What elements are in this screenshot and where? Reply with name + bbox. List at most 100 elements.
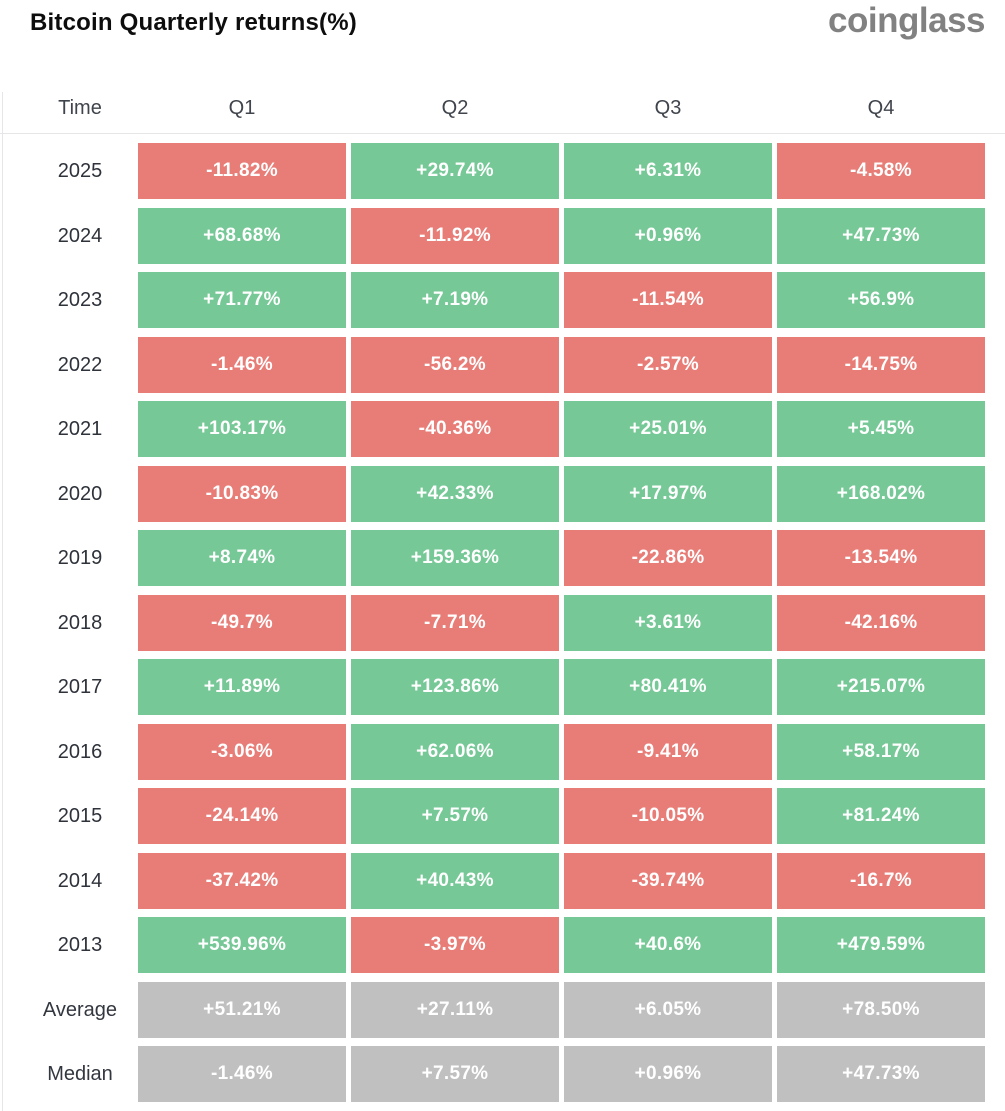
value-cell: +0.96% — [564, 207, 772, 264]
table-row-average: Average +51.21% +27.11% +6.05% +78.50% — [0, 981, 985, 1038]
value-cell: -10.05% — [564, 788, 772, 844]
row-label: 2019 — [57, 547, 103, 569]
value-cell: -7.71% — [351, 594, 559, 651]
value-cell: -10.83% — [138, 465, 346, 522]
row-label: 2022 — [57, 353, 103, 376]
column-header-time: Time — [58, 97, 102, 119]
column-header-q1: Q1 — [228, 97, 256, 119]
value-cell: +0.96% — [564, 1046, 772, 1102]
value-cell: -1.46% — [138, 336, 346, 393]
value-cell: +215.07% — [777, 659, 985, 715]
value-cell: -24.14% — [138, 788, 346, 844]
header-divider-line — [0, 133, 1005, 134]
row-label: 2025 — [57, 160, 103, 182]
value-cell: -56.2% — [351, 336, 559, 393]
table-row-2022: 2022 -1.46% -56.2% -2.57% -14.75% — [0, 336, 985, 393]
table-row-2021: 2021 +103.17% -40.36% +25.01% +5.45% — [0, 401, 985, 457]
left-axis-line — [2, 92, 3, 1111]
value-cell: +29.74% — [351, 143, 559, 199]
row-label: 2015 — [57, 805, 103, 827]
value-cell: +58.17% — [777, 723, 985, 780]
table-row-2015: 2015 -24.14% +7.57% -10.05% +81.24% — [0, 788, 985, 844]
value-cell: -4.58% — [777, 143, 985, 199]
value-cell: -3.97% — [351, 917, 559, 973]
row-label: 2016 — [57, 740, 103, 763]
table-row-2018: 2018 -49.7% -7.71% +3.61% -42.16% — [0, 594, 985, 651]
value-cell: -22.86% — [564, 530, 772, 586]
value-cell: -11.82% — [138, 143, 346, 199]
row-label: Median — [47, 1063, 113, 1085]
value-cell: -11.54% — [564, 272, 772, 328]
value-cell: +25.01% — [564, 401, 772, 457]
value-cell: +5.45% — [777, 401, 985, 457]
table-row-2016: 2016 -3.06% +62.06% -9.41% +58.17% — [0, 723, 985, 780]
column-header-row: Time Q1 Q2 Q3 Q4 — [0, 88, 985, 128]
value-cell: +168.02% — [777, 465, 985, 522]
value-cell: +78.50% — [777, 981, 985, 1038]
row-label: 2024 — [57, 224, 103, 247]
value-cell: -49.7% — [138, 594, 346, 651]
table-row-2019: 2019 +8.74% +159.36% -22.86% -13.54% — [0, 530, 985, 586]
row-label: 2018 — [57, 611, 103, 634]
value-cell: +159.36% — [351, 530, 559, 586]
row-label: 2021 — [57, 418, 103, 440]
value-cell: -1.46% — [138, 1046, 346, 1102]
table-body: 2025 -11.82% +29.74% +6.31% -4.58% 2024 +68.68… — [0, 143, 985, 1102]
table-row-2020: 2020 -10.83% +42.33% +17.97% +168.02% — [0, 465, 985, 522]
value-cell: +7.19% — [351, 272, 559, 328]
value-cell: -3.06% — [138, 723, 346, 780]
row-label: 2013 — [57, 934, 103, 956]
table-row-2024: 2024 +68.68% -11.92% +0.96% +47.73% — [0, 207, 985, 264]
value-cell: -2.57% — [564, 336, 772, 393]
value-cell: +6.31% — [564, 143, 772, 199]
table-row-2014: 2014 -37.42% +40.43% -39.74% -16.7% — [0, 852, 985, 909]
value-cell: +68.68% — [138, 207, 346, 264]
column-header-q4: Q4 — [867, 97, 895, 119]
value-cell: -16.7% — [777, 852, 985, 909]
table-row-median: Median -1.46% +7.57% +0.96% +47.73% — [0, 1046, 985, 1102]
value-cell: +62.06% — [351, 723, 559, 780]
value-cell: +11.89% — [138, 659, 346, 715]
value-cell: -14.75% — [777, 336, 985, 393]
value-cell: +103.17% — [138, 401, 346, 457]
row-label: 2023 — [57, 289, 103, 311]
value-cell: +40.6% — [564, 917, 772, 973]
value-cell: +40.43% — [351, 852, 559, 909]
value-cell: -39.74% — [564, 852, 772, 909]
value-cell: -13.54% — [777, 530, 985, 586]
value-cell: +51.21% — [138, 981, 346, 1038]
value-cell: +80.41% — [564, 659, 772, 715]
value-cell: +123.86% — [351, 659, 559, 715]
row-label: 2020 — [57, 482, 103, 505]
value-cell: +71.77% — [138, 272, 346, 328]
value-cell: +479.59% — [777, 917, 985, 973]
value-cell: +56.9% — [777, 272, 985, 328]
value-cell: +81.24% — [777, 788, 985, 844]
value-cell: -40.36% — [351, 401, 559, 457]
value-cell: -9.41% — [564, 723, 772, 780]
row-label: 2014 — [57, 869, 103, 892]
value-cell: +47.73% — [777, 1046, 985, 1102]
value-cell: +6.05% — [564, 981, 772, 1038]
row-label: 2017 — [57, 676, 103, 698]
value-cell: +7.57% — [351, 788, 559, 844]
table-row-2013: 2013 +539.96% -3.97% +40.6% +479.59% — [0, 917, 985, 973]
table-row-2025: 2025 -11.82% +29.74% +6.31% -4.58% — [0, 143, 985, 199]
value-cell: +8.74% — [138, 530, 346, 586]
value-cell: -11.92% — [351, 207, 559, 264]
value-cell: +539.96% — [138, 917, 346, 973]
page-title: Bitcoin Quarterly returns(%) — [30, 9, 357, 36]
value-cell: -37.42% — [138, 852, 346, 909]
value-cell: +7.57% — [351, 1046, 559, 1102]
column-header-q3: Q3 — [654, 97, 682, 119]
value-cell: +17.97% — [564, 465, 772, 522]
column-header-q2: Q2 — [441, 97, 469, 119]
value-cell: +47.73% — [777, 207, 985, 264]
table-row-2023: 2023 +71.77% +7.19% -11.54% +56.9% — [0, 272, 985, 328]
value-cell: -42.16% — [777, 594, 985, 651]
value-cell: +42.33% — [351, 465, 559, 522]
coinglass-logo[interactable]: coinglass — [828, 1, 985, 40]
value-cell: +27.11% — [351, 981, 559, 1038]
value-cell: +3.61% — [564, 594, 772, 651]
